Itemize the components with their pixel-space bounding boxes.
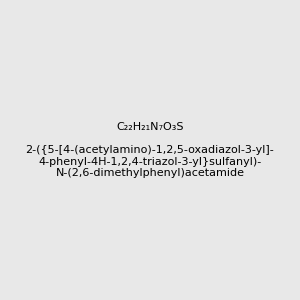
- Text: C₂₂H₂₁N₇O₃S

2-({5-[4-(acetylamino)-1,2,5-oxadiazol-3-yl]-
4-phenyl-4H-1,2,4-tri: C₂₂H₂₁N₇O₃S 2-({5-[4-(acetylamino)-1,2,5…: [26, 122, 275, 178]
